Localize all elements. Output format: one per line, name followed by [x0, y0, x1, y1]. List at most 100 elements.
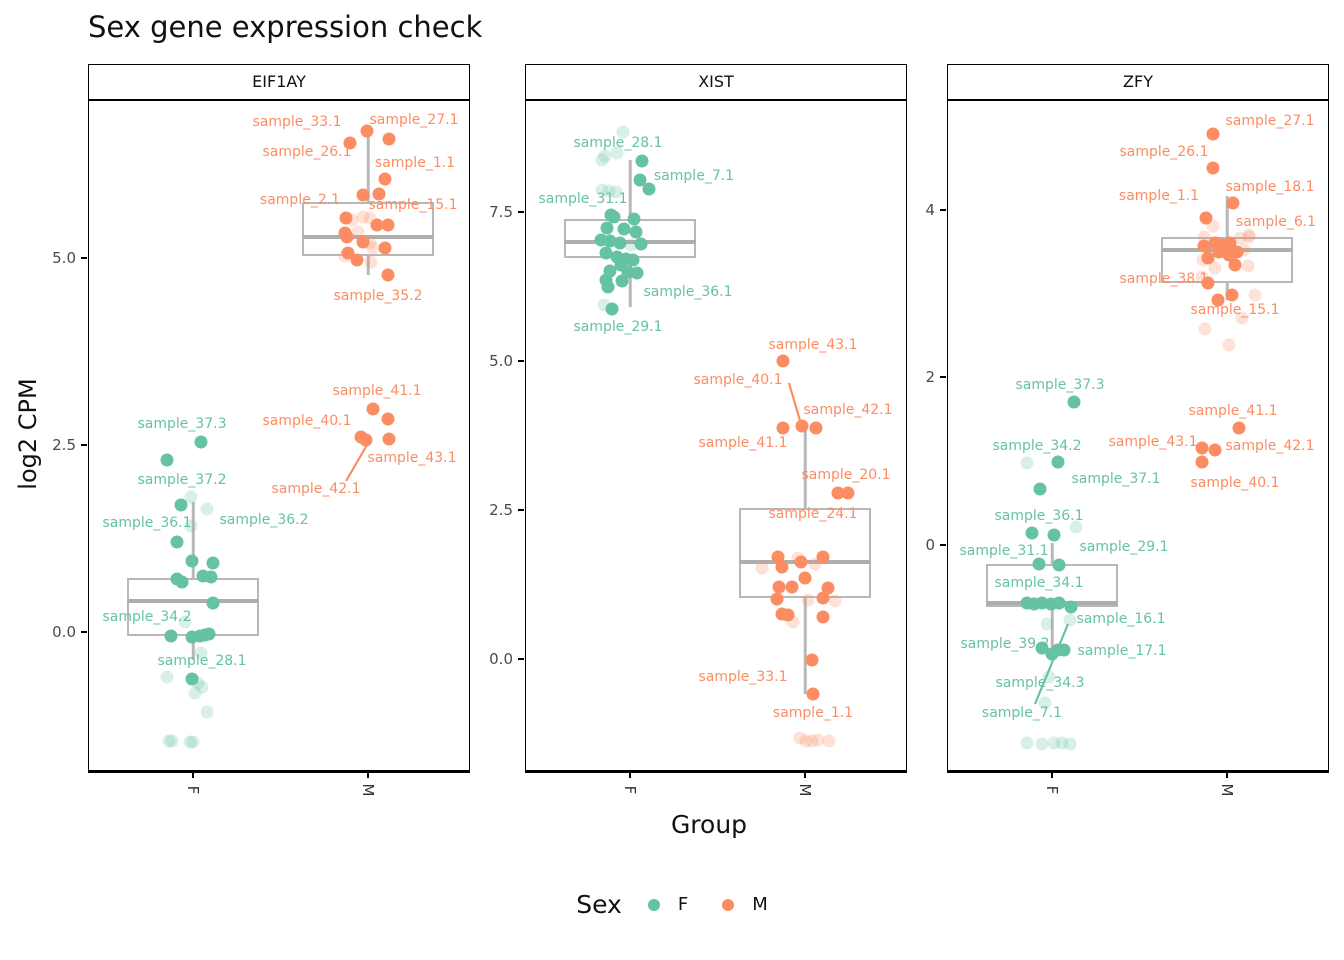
data-point: [186, 735, 200, 749]
data-point: [806, 687, 820, 701]
data-point: [381, 412, 395, 426]
sample-label: sample_43.1: [1108, 434, 1198, 450]
y-tick-mark: [518, 508, 524, 511]
data-point: [598, 149, 612, 163]
sample-label: sample_20.1: [801, 467, 891, 483]
data-point: [351, 225, 365, 239]
boxplot-median: [564, 239, 696, 244]
data-point: [194, 435, 208, 449]
data-point: [356, 235, 370, 249]
data-point: [1242, 230, 1256, 244]
y-tick-mark: [518, 211, 524, 214]
data-point: [613, 236, 627, 250]
data-point: [1025, 526, 1039, 540]
y-tick-mark: [940, 543, 946, 546]
data-point: [821, 581, 835, 595]
sample-label: sample_29.1: [573, 319, 663, 335]
data-point: [1052, 558, 1066, 572]
data-point: [366, 241, 380, 255]
sample-label: sample_36.1: [102, 515, 192, 531]
data-point: [170, 535, 184, 549]
data-point: [339, 211, 353, 225]
boxplot-box: [127, 578, 259, 636]
sample-label: sample_34.2: [992, 438, 1082, 454]
sample-label: sample_26.1: [262, 144, 352, 160]
boxplot-median: [127, 599, 259, 604]
data-point: [816, 610, 830, 624]
data-point: [1069, 520, 1083, 534]
sample-label: sample_34.1: [994, 575, 1084, 591]
data-point: [801, 593, 815, 607]
data-point: [1206, 219, 1220, 233]
sample-label: sample_37.2: [137, 472, 227, 488]
sample-label: sample_40.1: [262, 413, 352, 429]
data-point: [1206, 161, 1220, 175]
legend-item-F: F: [647, 894, 688, 915]
data-point: [828, 594, 842, 608]
data-point: [616, 125, 630, 139]
data-point: [382, 132, 396, 146]
data-point: [1064, 600, 1078, 614]
data-point: [378, 241, 392, 255]
data-point: [831, 486, 845, 500]
data-point: [841, 486, 855, 500]
data-point: [1228, 258, 1242, 272]
data-point: [1020, 736, 1034, 750]
data-point: [795, 419, 809, 433]
sample-label: sample_41.1: [698, 435, 788, 451]
sample-label: sample_34.2: [102, 609, 192, 625]
sample-label: sample_33.1: [698, 669, 788, 685]
data-point: [1063, 613, 1077, 627]
data-point: [1020, 456, 1034, 470]
facet-panel: [525, 100, 907, 771]
sample-label: sample_43.1: [367, 450, 457, 466]
sample-label: sample_7.1: [981, 705, 1063, 721]
legend-dot-icon: [722, 898, 735, 911]
facet-strip: EIF1AY: [88, 64, 470, 100]
sample-label: sample_28.1: [573, 135, 663, 151]
data-point: [1208, 261, 1222, 275]
data-point: [188, 686, 202, 700]
data-point: [1032, 557, 1046, 571]
boxplot-box: [302, 202, 434, 256]
data-point: [1248, 288, 1262, 302]
data-point: [200, 705, 214, 719]
data-point: [164, 629, 178, 643]
data-point: [617, 222, 631, 236]
y-tick-label: 0.0: [52, 622, 76, 641]
boxplot-box: [739, 508, 871, 599]
y-tick-mark: [940, 208, 946, 211]
data-point: [356, 210, 370, 224]
data-point: [1232, 421, 1246, 435]
y-tick-mark: [81, 630, 87, 633]
data-point: [627, 212, 641, 226]
sample-label: sample_6.1: [1235, 214, 1317, 230]
facet-strip: ZFY: [947, 64, 1329, 100]
x-tick-mark: [1051, 772, 1053, 778]
sample-label: sample_17.1: [1077, 643, 1167, 659]
y-tick-label: 4: [925, 200, 935, 219]
data-point: [771, 550, 785, 564]
sample-label: sample_1.1: [772, 705, 854, 721]
y-tick-mark: [81, 256, 87, 259]
sample-label: sample_39.2: [960, 636, 1050, 652]
data-point: [1047, 528, 1061, 542]
y-tick-label: 5.0: [52, 248, 76, 267]
data-point: [785, 580, 799, 594]
sample-label: sample_34.3: [995, 675, 1085, 691]
sample-label: sample_37.3: [1015, 377, 1105, 393]
boxplot-whisker-lower: [803, 598, 807, 695]
data-point: [629, 225, 643, 239]
data-point: [600, 221, 614, 235]
data-point: [345, 213, 359, 227]
sample-label: sample_31.1: [538, 191, 628, 207]
sample-label: sample_26.1: [1119, 144, 1209, 160]
data-point: [202, 627, 216, 641]
data-point: [1211, 293, 1225, 307]
data-point: [1199, 211, 1213, 225]
legend-item-label: M: [752, 894, 768, 915]
data-point: [1222, 338, 1236, 352]
data-point: [798, 571, 812, 585]
sample-label: sample_42.1: [803, 402, 893, 418]
facet-panel: [88, 100, 470, 771]
